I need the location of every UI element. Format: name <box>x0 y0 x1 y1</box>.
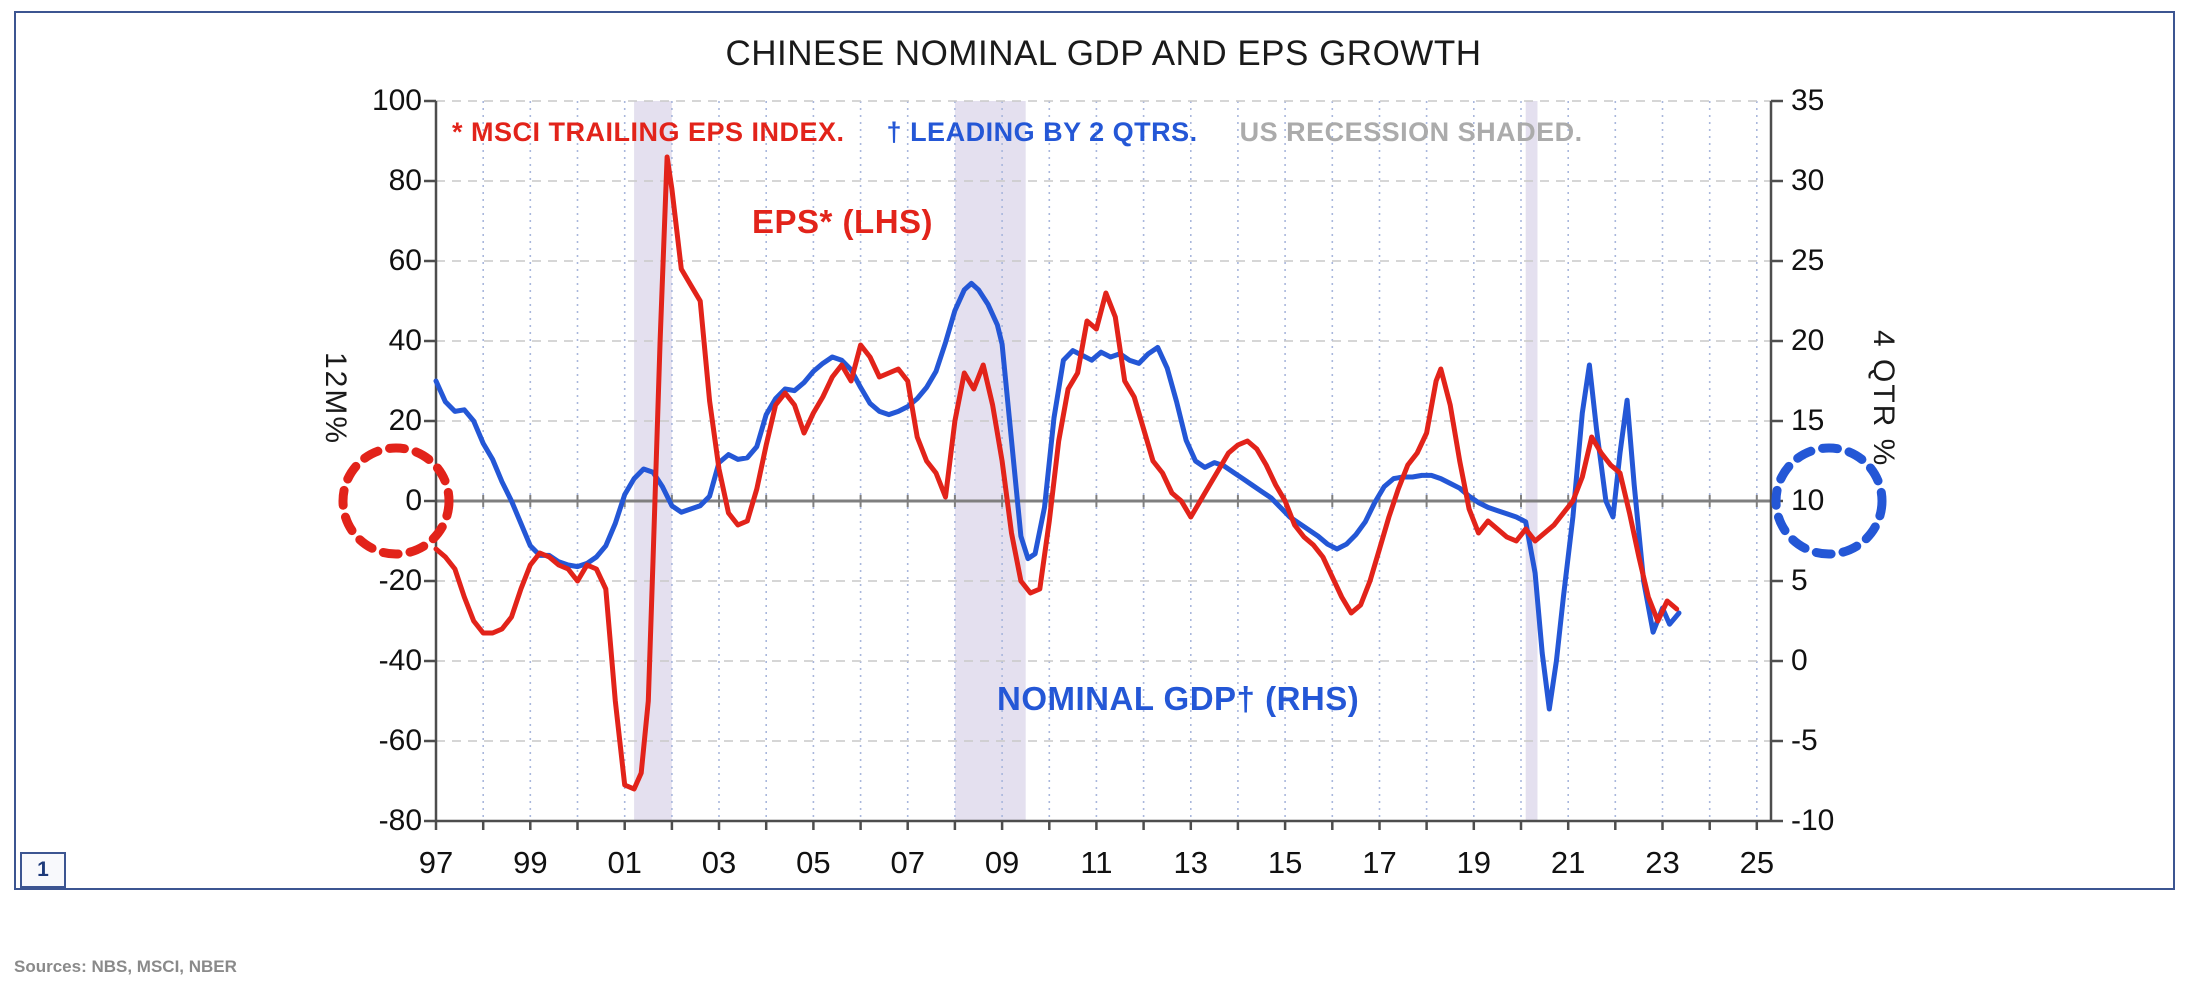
x-axis-label: 17 <box>1362 845 1397 880</box>
left-axis-marker-circle <box>338 443 454 559</box>
left-axis-label: -20 <box>378 564 422 597</box>
x-axis-label: 99 <box>513 845 548 880</box>
legend-eps-note: * MSCI TRAILING EPS INDEX. <box>452 117 845 147</box>
eps-series-label: EPS* (LHS) <box>752 203 934 240</box>
right-axis-label: -10 <box>1791 804 1835 837</box>
legend: * MSCI TRAILING EPS INDEX. † LEADING BY … <box>452 117 1583 148</box>
right-axis-label: 25 <box>1791 244 1825 277</box>
x-axis-label: 09 <box>984 845 1020 880</box>
x-axis-label: 11 <box>1080 845 1113 880</box>
sources-note: Sources: NBS, MSCI, NBER <box>14 957 237 976</box>
x-axis-label: 05 <box>796 845 831 880</box>
x-axis-label: 07 <box>890 845 925 880</box>
chart-title: CHINESE NOMINAL GDP AND EPS GROWTH <box>725 34 1482 73</box>
right-axis-label: 15 <box>1791 404 1825 437</box>
left-axis-label: 0 <box>405 484 422 517</box>
right-axis-label: 20 <box>1791 324 1825 357</box>
right-axis-label: 0 <box>1791 644 1808 677</box>
x-axis-label: 03 <box>701 845 737 880</box>
x-axis-label: 13 <box>1173 845 1208 880</box>
x-axis-label: 25 <box>1739 845 1775 880</box>
right-axis-label: -5 <box>1791 724 1818 757</box>
gdp-line <box>433 280 1682 712</box>
left-axis-label: 100 <box>371 84 422 117</box>
gdp-series-label: NOMINAL GDP† (RHS) <box>997 680 1360 717</box>
left-axis-label: 40 <box>388 324 422 357</box>
left-axis-label: 20 <box>388 404 422 437</box>
x-axis-label: 23 <box>1645 845 1680 880</box>
right-axis-label: 35 <box>1791 84 1825 117</box>
legend-gdp-note: † LEADING BY 2 QTRS. <box>886 117 1198 147</box>
left-axis-title: 12M% <box>319 352 352 446</box>
left-axis-label: 60 <box>388 244 422 277</box>
x-axis-label: 97 <box>418 845 454 880</box>
page-number-box: 1 <box>20 852 66 888</box>
x-axis-label: 19 <box>1456 845 1492 880</box>
right-axis-title: 4 QTR % <box>1867 330 1900 468</box>
left-axis-label: 80 <box>388 164 422 197</box>
eps-line <box>433 154 1680 792</box>
left-axis-label: -80 <box>378 804 422 837</box>
right-axis-label: 10 <box>1791 484 1825 517</box>
right-axis-label: 30 <box>1791 164 1825 197</box>
x-axis-label: 21 <box>1550 845 1586 880</box>
right-axis-marker-circle <box>1771 443 1887 559</box>
x-axis-label: 01 <box>607 845 642 880</box>
left-axis-label: -40 <box>378 644 422 677</box>
left-axis-label: -60 <box>378 724 422 757</box>
x-axis-label: 15 <box>1267 845 1303 880</box>
right-axis-label: 5 <box>1791 564 1808 597</box>
recession-band <box>1525 101 1538 821</box>
legend-recession-note: US RECESSION SHADED. <box>1239 117 1583 147</box>
